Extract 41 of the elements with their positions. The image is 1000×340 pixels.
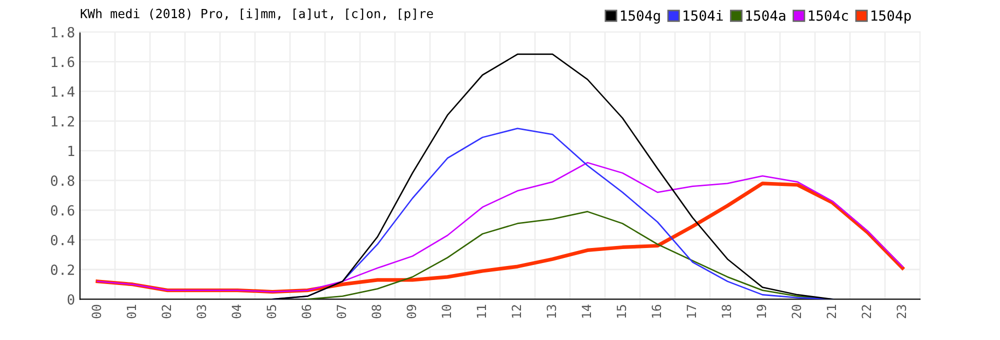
x-tick-label: 23 [896, 305, 906, 318]
x-tick-label: 13 [546, 305, 556, 318]
x-tick-label: 15 [616, 305, 626, 318]
legend-label: 1504g [620, 10, 660, 24]
legend-label: 1504i [684, 10, 723, 21]
x-tick-label: 07 [336, 305, 346, 318]
y-tick-label: 1.6 [52, 56, 74, 68]
x-tick-label: 21 [826, 304, 836, 318]
x-tick-label: 20 [792, 304, 802, 318]
y-tick-label: 0.8 [50, 175, 74, 186]
legend-label: 1504c [808, 10, 848, 21]
x-tick-label: 19 [756, 304, 766, 318]
x-tick-label: 08 [372, 304, 382, 318]
x-tick-label: 09 [406, 304, 416, 318]
x-tick-label: 02 [162, 305, 172, 318]
x-tick-label: 06 [302, 304, 312, 318]
y-tick-label: 1 [68, 146, 74, 156]
y-tick-label: 0 [68, 294, 74, 305]
legend-label: 1504p [872, 10, 911, 24]
y-tick-label: 1.4 [52, 86, 74, 97]
x-tick-label: 10 [442, 304, 452, 318]
x-tick-label: 00 [92, 304, 102, 318]
y-tick-label: 0.2 [50, 264, 74, 276]
legend-label: 1504a [746, 10, 786, 21]
x-tick-label: 05 [266, 305, 276, 318]
y-tick-label: 0.4 [50, 234, 74, 246]
x-tick-label: 16 [652, 304, 662, 318]
x-tick-label: 03 [196, 305, 206, 318]
x-tick-label: 11 [476, 304, 486, 318]
y-tick-label: 1.2 [52, 116, 74, 126]
line-series [96, 162, 904, 292]
y-tick-label: 0.6 [50, 205, 74, 216]
y-tick-label: 1.8 [52, 26, 74, 38]
x-tick-label: 12 [512, 305, 521, 318]
chart-title: KWh medi (2018) Pro, [i]mm, [a]ut, [c]on, [p]re [80, 8, 433, 21]
x-tick-label: 04 [232, 304, 242, 318]
x-tick-label: 18 [722, 304, 732, 318]
x-tick-label: 14 [582, 304, 591, 318]
x-tick-label: 22 [862, 305, 871, 318]
x-tick-label: 17 [686, 305, 696, 318]
x-tick-label: 01 [126, 304, 136, 318]
